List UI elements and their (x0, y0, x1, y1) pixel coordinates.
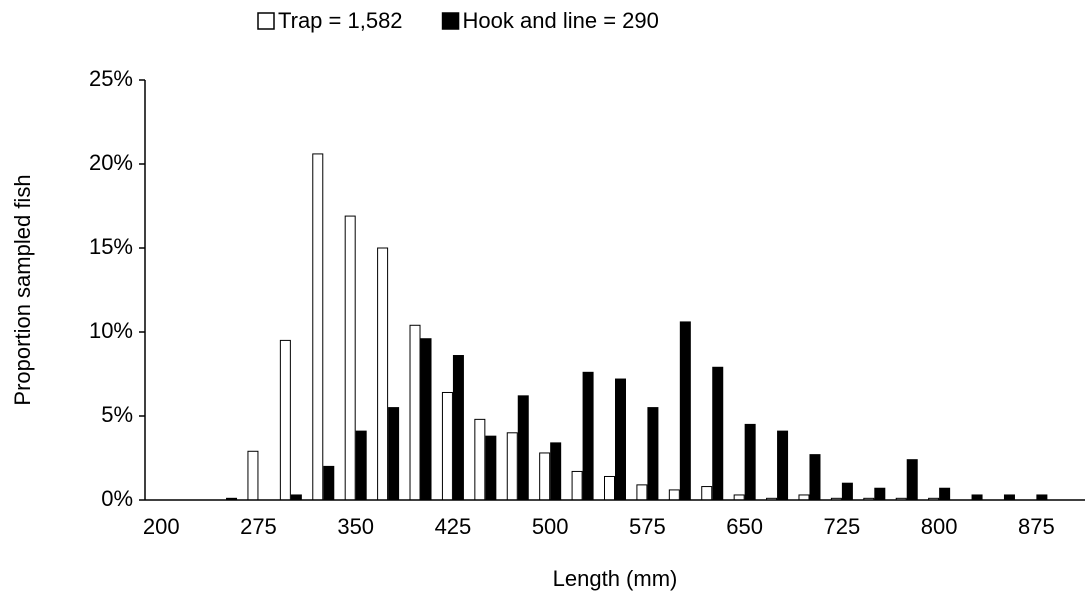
bar (485, 435, 497, 501)
y-tick-label: 5% (101, 402, 133, 427)
bar (798, 494, 810, 501)
bar (517, 395, 529, 501)
bar (647, 407, 659, 501)
bar (744, 423, 756, 501)
bar (312, 153, 324, 501)
y-axis-label: Proportion sampled fish (10, 174, 35, 405)
bar (777, 430, 789, 501)
bar (550, 442, 562, 501)
bar (939, 487, 951, 501)
legend-label: Hook and line = 290 (463, 8, 659, 33)
x-tick-label: 725 (824, 514, 861, 539)
bar (1036, 494, 1048, 501)
bar (441, 391, 453, 501)
bar (506, 432, 518, 501)
x-tick-label: 575 (629, 514, 666, 539)
y-tick-label: 15% (89, 234, 133, 259)
y-tick-label: 25% (89, 66, 133, 91)
bar (409, 324, 421, 501)
legend-swatch (441, 12, 460, 30)
bar (712, 366, 724, 501)
bar (474, 418, 486, 501)
bar (636, 484, 648, 501)
bar (323, 465, 335, 501)
x-tick-label: 875 (1018, 514, 1055, 539)
x-tick-label: 425 (435, 514, 472, 539)
bar (679, 321, 691, 501)
bar (615, 378, 626, 501)
x-tick-label: 650 (726, 514, 763, 539)
bar (809, 454, 821, 501)
bar (604, 475, 615, 501)
bar (279, 339, 291, 501)
y-tick-label: 20% (89, 150, 133, 175)
bar (377, 247, 389, 501)
bar (841, 482, 853, 501)
bar (906, 459, 918, 501)
x-axis-label: Length (mm) (553, 566, 678, 591)
bar (971, 494, 983, 501)
bar (247, 450, 259, 501)
x-tick-label: 275 (240, 514, 277, 539)
x-tick-label: 200 (143, 514, 180, 539)
y-tick-label: 0% (101, 486, 133, 511)
bar (452, 355, 464, 501)
x-tick-label: 350 (337, 514, 374, 539)
bar (344, 215, 356, 501)
bar (539, 452, 551, 501)
bar (388, 407, 400, 501)
bar (420, 338, 432, 501)
x-tick-label: 800 (921, 514, 958, 539)
bar (571, 470, 583, 501)
bar (701, 486, 713, 501)
bar (668, 489, 680, 501)
bar (733, 494, 745, 501)
bar (582, 371, 594, 501)
legend-swatch (257, 12, 275, 30)
bar (874, 487, 886, 501)
bar (355, 430, 367, 501)
y-tick-label: 10% (89, 318, 133, 343)
legend-label: Trap = 1,582 (278, 8, 403, 33)
x-tick-label: 500 (532, 514, 569, 539)
bar (1003, 494, 1015, 501)
bar (290, 494, 302, 501)
